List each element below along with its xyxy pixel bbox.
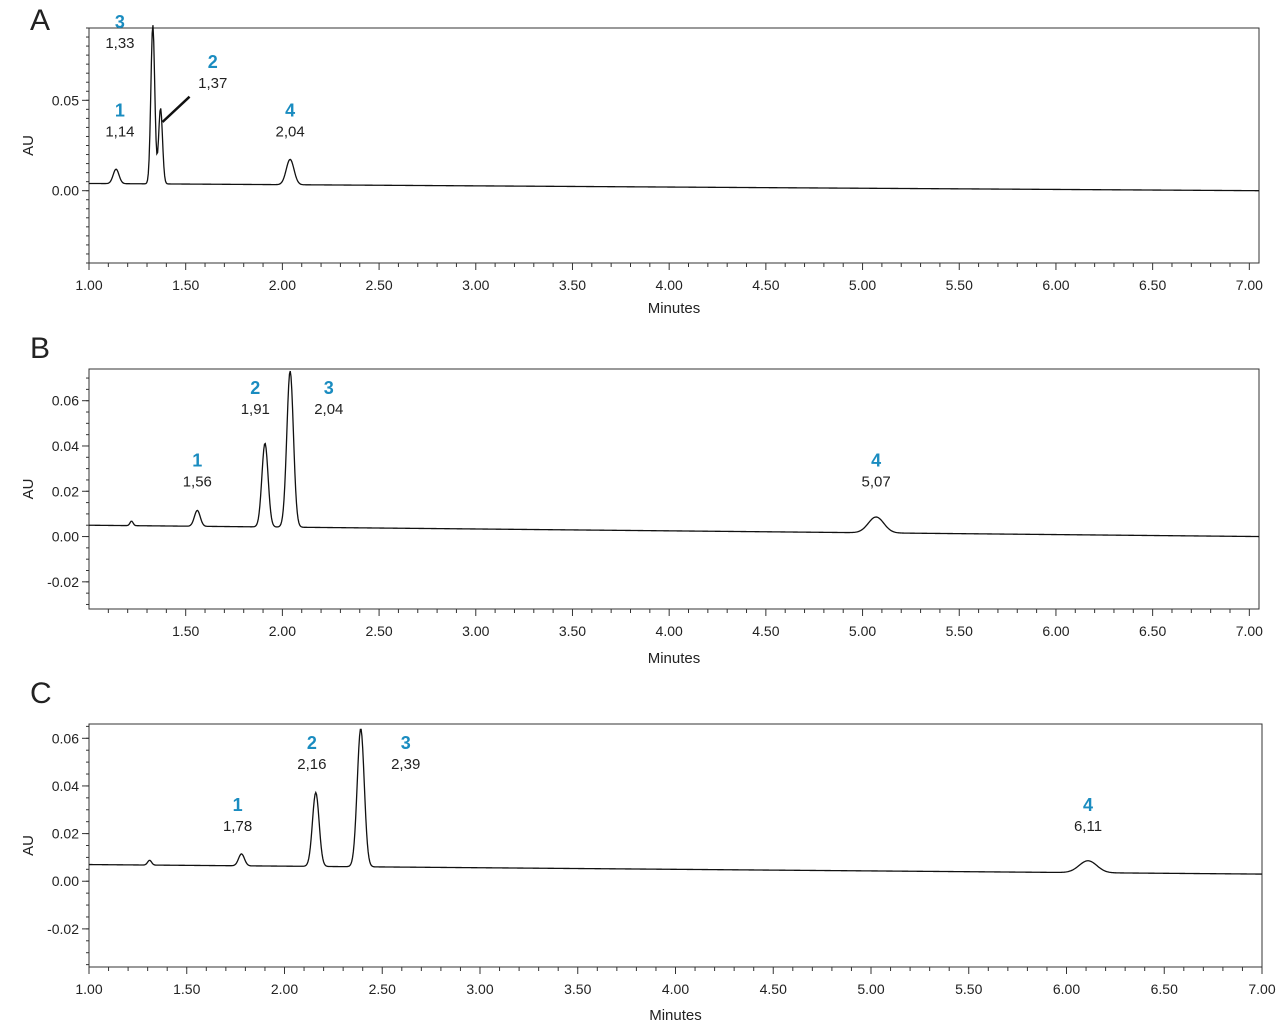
y-tick-label: 0.00 — [52, 529, 79, 545]
peak-number-label: 3 — [401, 733, 411, 753]
peak-retention-label: 1,91 — [241, 401, 270, 418]
x-tick-label: 7.00 — [1248, 981, 1275, 997]
x-tick-label: 3.00 — [462, 623, 489, 639]
panel-a: A 1.00 1.50 2.00 2.50 3.00 3.50 4.00 4.50 5.00 5.5… — [20, 4, 1263, 317]
y-tick-label: 0.02 — [52, 483, 79, 499]
peak-number-label: 3 — [324, 378, 334, 398]
x-tick-label: 5.00 — [849, 623, 876, 639]
peak-retention-label: 2,04 — [276, 124, 305, 141]
x-tick-label: 2.00 — [269, 623, 296, 639]
peak-retention-label: 1,37 — [198, 75, 227, 92]
peak-retention-label: 6,11 — [1074, 818, 1102, 835]
x-tick-label: 4.00 — [656, 277, 683, 293]
panel-letter: A — [30, 4, 50, 37]
x-tick-label: 7.00 — [1236, 277, 1263, 293]
y-tick-label: 0.00 — [52, 873, 79, 889]
y-tick-label: 0.04 — [52, 438, 79, 454]
x-tick-label: 5.50 — [946, 623, 973, 639]
x-tick-label: 3.00 — [466, 981, 493, 997]
x-tick-label: 1.50 — [172, 277, 199, 293]
x-tick-label: 5.00 — [849, 277, 876, 293]
x-tick-label: 5.00 — [857, 981, 884, 997]
x-tick-label: 6.00 — [1053, 981, 1080, 997]
y-tick-label: 0.05 — [52, 92, 79, 108]
peak-number-label: 1 — [192, 450, 202, 470]
x-tick-label: 1.00 — [75, 277, 102, 293]
peak-number-label: 2 — [208, 52, 218, 72]
plot-frame — [88, 723, 1263, 968]
panel-b: B 1.50 2.00 2.50 3.00 3.50 4.00 4.50 5.00 5.50 6.0… — [20, 332, 1263, 667]
y-axis-title: AU — [20, 479, 37, 500]
x-tick-label: 3.50 — [559, 623, 586, 639]
peak-retention-label: 1,78 — [223, 818, 252, 835]
x-axis-title: Minutes — [648, 300, 701, 317]
plot-frame — [88, 27, 1260, 264]
y-tick-label: 0.02 — [52, 826, 79, 842]
peak-number-label: 4 — [285, 101, 295, 121]
peak-number-label: 2 — [307, 733, 317, 753]
peak-number-label: 4 — [871, 450, 881, 470]
peak-retention-label: 2,16 — [297, 756, 326, 773]
x-tick-label: 6.00 — [1042, 277, 1069, 293]
peak-number-label: 1 — [233, 795, 243, 815]
plot-frame — [88, 368, 1260, 610]
x-tick-label: 4.50 — [752, 277, 779, 293]
peak-number-label: 3 — [115, 12, 125, 32]
x-tick-label: 4.50 — [760, 981, 787, 997]
x-tick-label: 4.00 — [656, 623, 683, 639]
y-tick-label: 0.04 — [52, 778, 79, 794]
x-tick-label: 3.00 — [462, 277, 489, 293]
x-tick-label: 5.50 — [946, 277, 973, 293]
y-axis-title: AU — [20, 135, 37, 156]
x-tick-label: 3.50 — [559, 277, 586, 293]
x-tick-label: 6.50 — [1139, 277, 1166, 293]
x-tick-label: 2.00 — [269, 277, 296, 293]
peak-retention-label: 1,14 — [105, 124, 134, 141]
peak-number-label: 2 — [250, 378, 260, 398]
peak-retention-label: 2,39 — [391, 756, 420, 773]
y-tick-label: 0.00 — [52, 183, 79, 199]
x-tick-label: 6.50 — [1151, 981, 1178, 997]
panel-c: C 1.00 1.50 2.00 2.50 3.00 3.50 4.00 4.50 5.00 5.5… — [20, 677, 1276, 1024]
peak-number-label: 1 — [115, 101, 125, 121]
x-tick-label: 2.50 — [369, 981, 396, 997]
y-tick-label: 0.06 — [52, 730, 79, 746]
x-tick-label: 1.50 — [172, 623, 199, 639]
x-tick-label: 4.50 — [752, 623, 779, 639]
peak-retention-label: 5,07 — [861, 473, 890, 490]
y-tick-label: 0.06 — [52, 393, 79, 409]
x-tick-label: 2.50 — [365, 623, 392, 639]
y-tick-label: -0.02 — [47, 921, 79, 937]
chromatogram-trace — [88, 25, 1259, 192]
y-axis-title: AU — [20, 835, 37, 856]
peak-retention-label: 1,56 — [183, 473, 212, 490]
chromatogram-trace — [88, 728, 1263, 875]
x-tick-label: 5.50 — [955, 981, 982, 997]
panel-letter: C — [30, 677, 52, 710]
peak-retention-label: 2,04 — [314, 401, 343, 418]
x-tick-label: 4.00 — [662, 981, 689, 997]
y-tick-label: -0.02 — [47, 574, 79, 590]
x-axis-title: Minutes — [648, 650, 701, 667]
x-tick-label: 1.00 — [75, 981, 102, 997]
x-tick-label: 2.50 — [365, 277, 392, 293]
x-tick-label: 2.00 — [271, 981, 298, 997]
x-tick-label: 7.00 — [1236, 623, 1263, 639]
chromatogram-trace — [89, 370, 1260, 538]
x-tick-label: 6.50 — [1139, 623, 1166, 639]
peak-retention-label: 1,33 — [105, 35, 134, 52]
x-tick-label: 3.50 — [564, 981, 591, 997]
peak-number-label: 4 — [1083, 795, 1093, 815]
x-axis-title: Minutes — [649, 1007, 702, 1024]
panel-letter: B — [30, 332, 50, 365]
x-tick-label: 6.00 — [1042, 623, 1069, 639]
x-tick-label: 1.50 — [173, 981, 200, 997]
peak-leader-line — [161, 95, 191, 123]
